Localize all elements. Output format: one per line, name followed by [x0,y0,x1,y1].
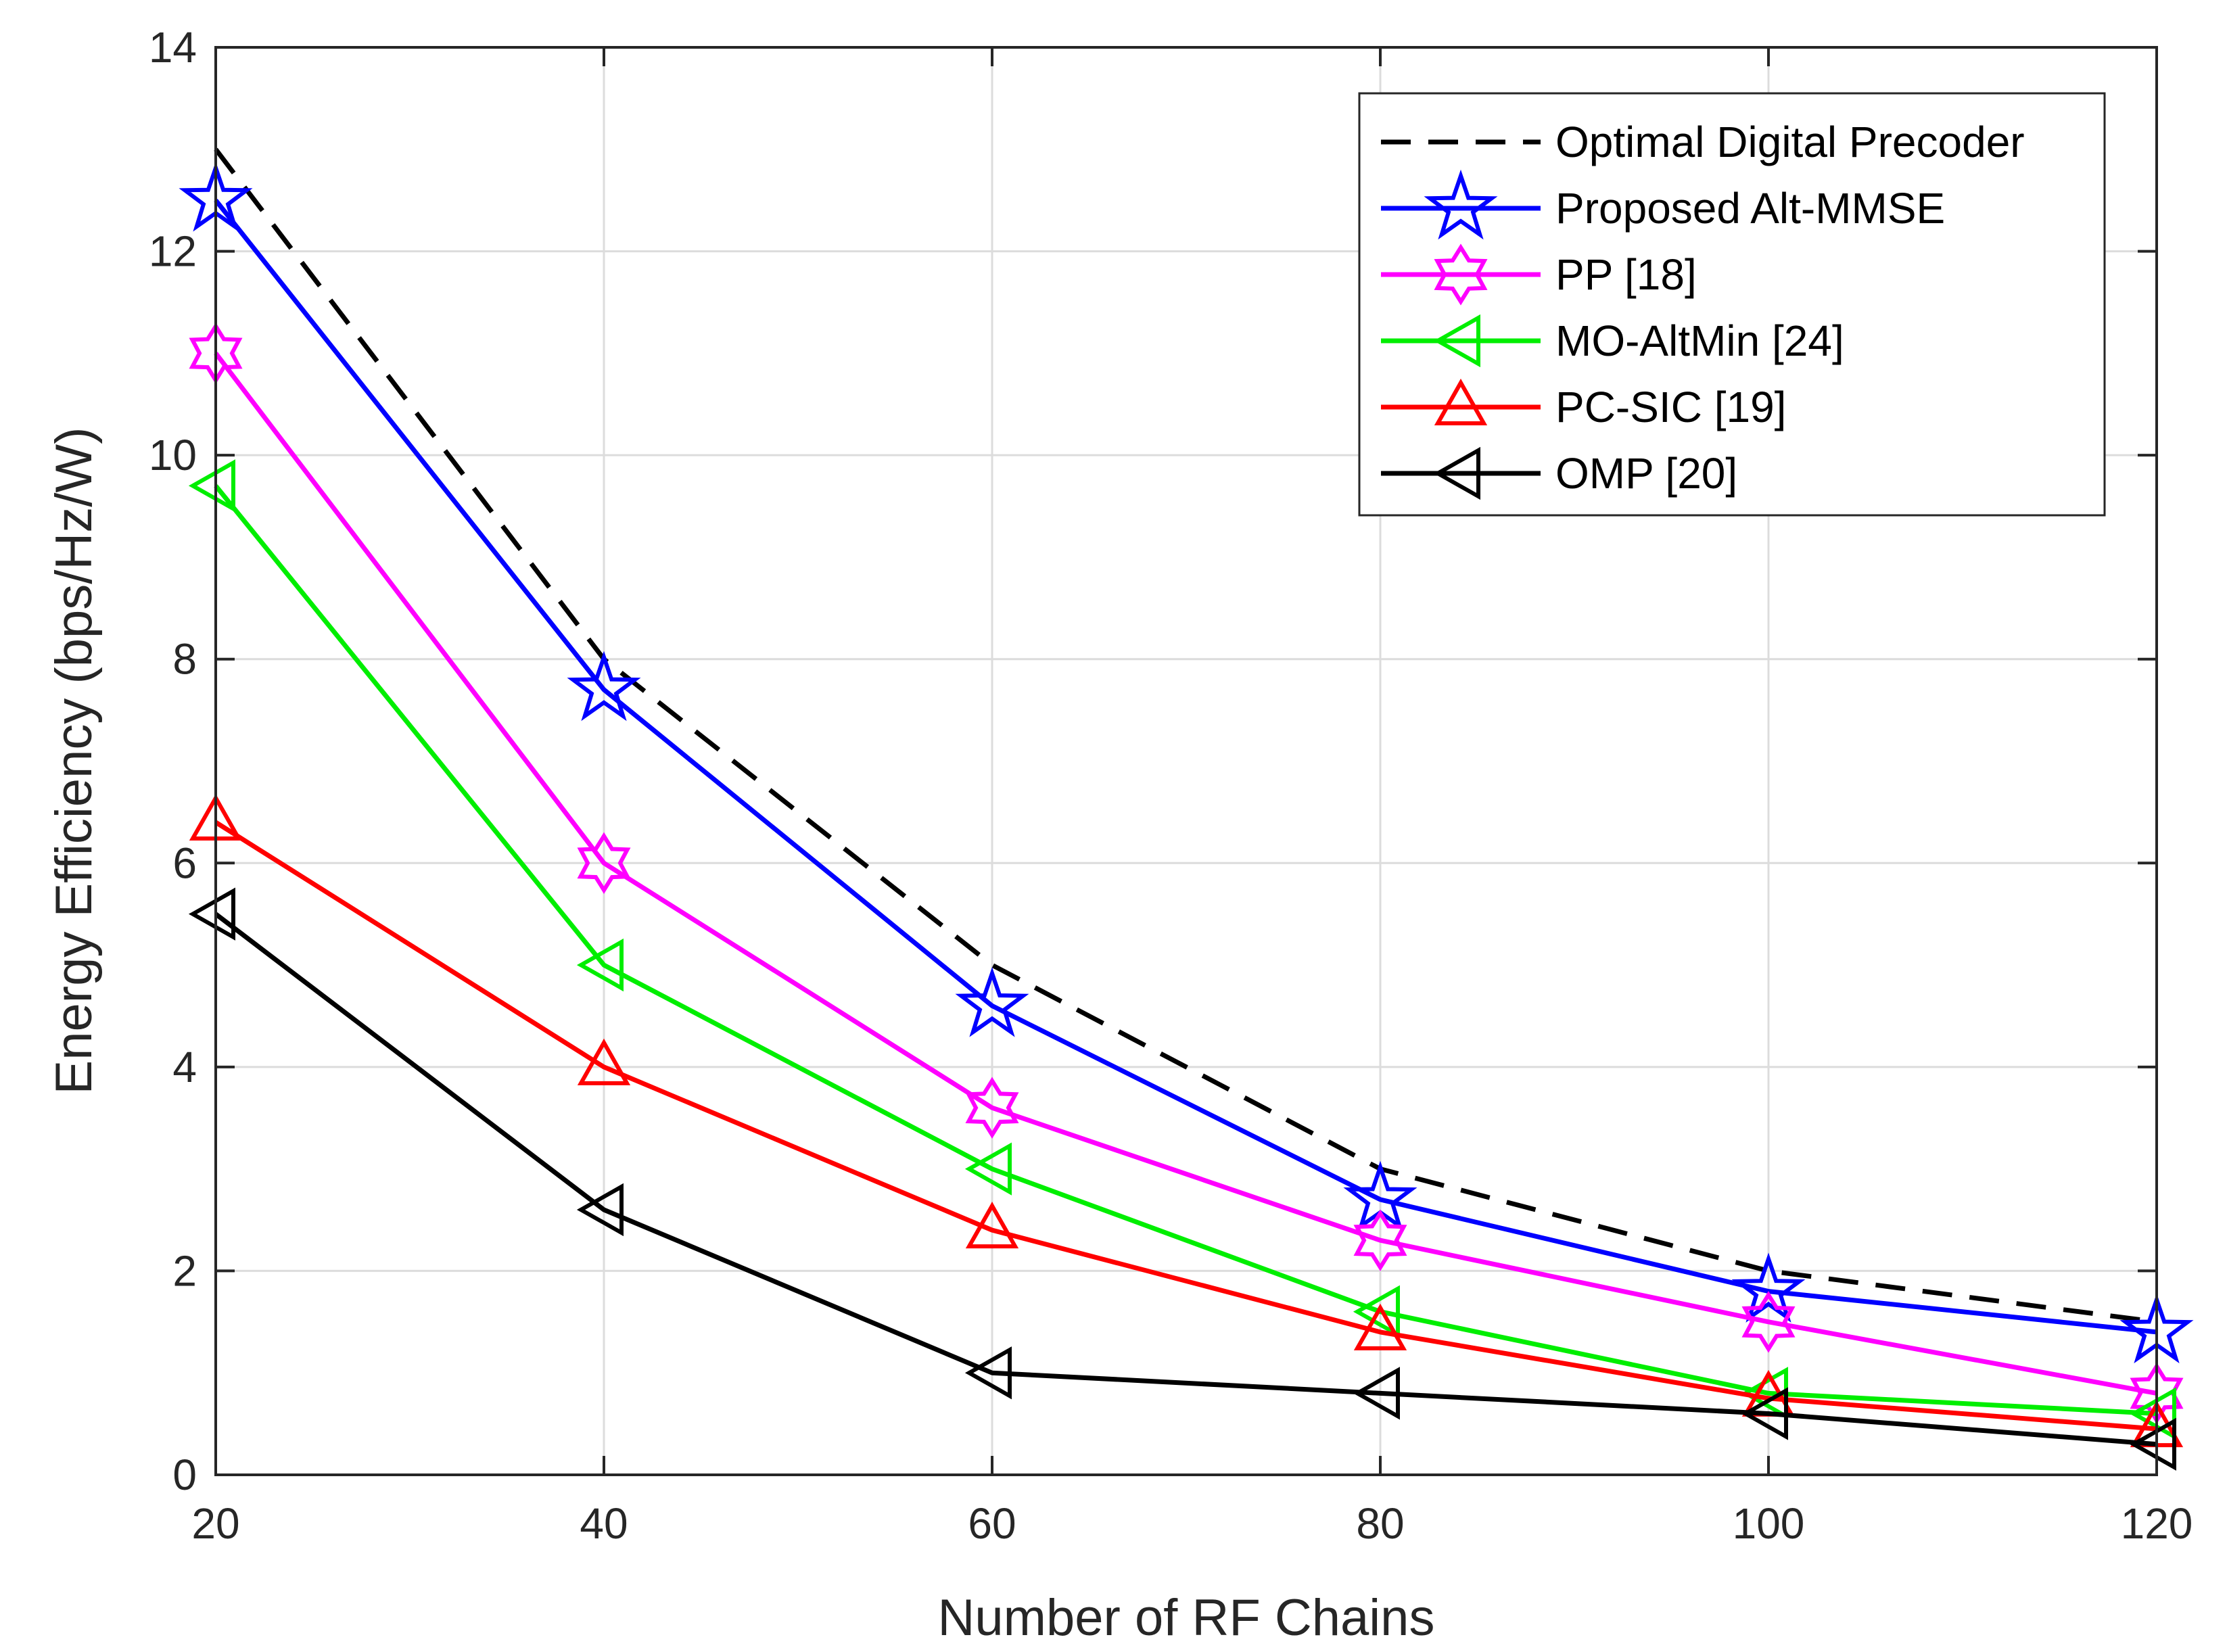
legend-label: Proposed Alt-MMSE [1555,184,1945,233]
x-tick-label: 120 [2121,1499,2193,1548]
data-point [2129,1417,2176,1471]
data-point [188,887,235,941]
legend: Optimal Digital Precoder Proposed Alt-MMS… [1358,92,2106,517]
data-point [576,1183,624,1237]
plot-frame [214,46,2158,1476]
data-point [1353,1367,1400,1420]
data-point [965,1202,1019,1249]
legend-entry: PC-SIC [19] [1381,378,1786,431]
legend-label: PC-SIC [19] [1555,383,1786,431]
series-6 [188,887,2176,1471]
legend-label: PP [18] [1555,250,1697,299]
data-point [188,459,235,513]
series-line [214,912,2157,1447]
legend-label: MO-AltMin [24] [1555,316,1844,365]
y-tick-label: 10 [149,431,197,479]
legend-entry: Proposed Alt-MMSE [1381,169,1945,240]
data-point [964,1346,1012,1400]
y-tick-label: 4 [172,1043,197,1091]
legend-marker [1433,314,1480,368]
data-point [964,1142,1012,1196]
legend-marker [1424,169,1498,240]
data-point [1353,1285,1400,1338]
x-tick-label: 100 [1733,1499,1805,1548]
data-point [2129,1387,2176,1440]
y-tick-label: 12 [149,227,197,276]
y-tick-label: 8 [172,635,197,684]
legend-entry: MO-AltMin [24] [1381,314,1844,368]
legend-entry: Optimal Digital Precoder [1381,118,2025,166]
series-line [214,820,2157,1432]
series-line [214,352,2157,1396]
legend-entry: OMP [20] [1381,446,1737,500]
x-tick-label: 40 [580,1499,628,1548]
data-point [1353,1303,1407,1350]
series-1 [214,147,2157,1325]
data-point [1353,1209,1407,1271]
legend-label: Optimal Digital Precoder [1555,118,2025,166]
x-tick-label: 20 [191,1499,239,1548]
y-axis-label: Energy Efficiency (bps/Hz/W) [45,427,103,1095]
legend-marker [1434,243,1488,306]
data-point [567,651,641,722]
series-line [214,484,2157,1416]
legend-marker [1433,446,1480,500]
data-point [1741,1291,1796,1353]
series-line [214,147,2157,1325]
legend-label: OMP [20] [1555,449,1737,498]
data-point [577,832,631,894]
data-point [955,967,1029,1037]
data-point [1731,1252,1806,1323]
x-tick-label: 60 [968,1499,1016,1548]
data-point [1741,1387,1788,1440]
x-tick-label: 80 [1356,1499,1404,1548]
y-tick-label: 2 [172,1246,197,1295]
legend-box [1358,92,2106,517]
data-point [576,938,624,992]
y-tick-label: 0 [172,1450,197,1499]
y-tick-label: 14 [149,23,197,72]
series-group [179,147,2194,1471]
legend-marker [1434,378,1488,425]
y-tick-label: 6 [172,839,197,887]
legend-entry: PP [18] [1381,243,1697,306]
ticks: 20 40 60 80 100 120 0 2 4 6 8 10 12 14 [149,23,2193,1548]
series-line [214,199,2157,1335]
x-axis-label: Number of RF Chains [938,1589,1435,1647]
data-point [965,1077,1019,1139]
data-point [577,1038,631,1085]
